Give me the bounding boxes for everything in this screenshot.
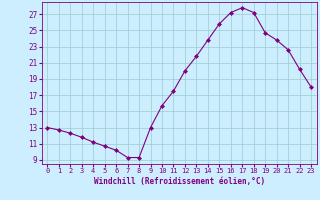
X-axis label: Windchill (Refroidissement éolien,°C): Windchill (Refroidissement éolien,°C) <box>94 177 265 186</box>
